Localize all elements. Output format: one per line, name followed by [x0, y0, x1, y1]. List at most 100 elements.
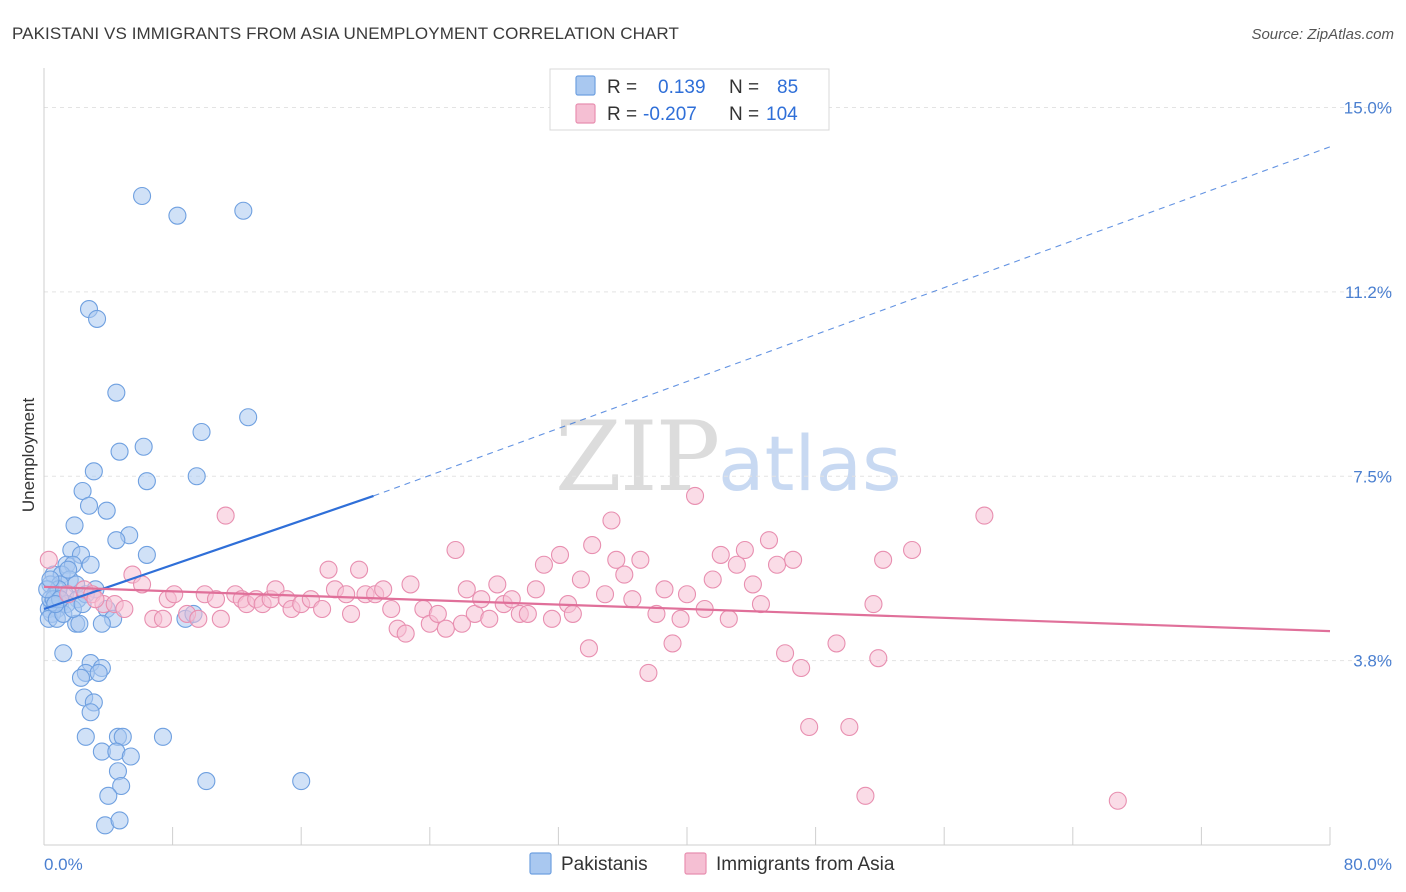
data-point	[79, 496, 99, 515]
data-point	[110, 811, 129, 830]
data-point	[374, 580, 393, 599]
y-tick-label: 3.8%	[1353, 652, 1392, 671]
data-point	[452, 614, 472, 633]
data-point	[192, 422, 211, 442]
legend-n-value-1: 85	[777, 77, 798, 98]
stats-legend-box	[549, 68, 830, 131]
data-point	[671, 609, 690, 628]
trend-line	[43, 585, 1331, 633]
data-point	[137, 472, 156, 491]
data-point	[382, 599, 401, 619]
y-axis-label: Unemployment	[19, 398, 38, 513]
data-point	[89, 663, 108, 682]
data-point	[76, 727, 95, 746]
data-point	[800, 717, 819, 737]
data-point	[869, 649, 888, 668]
legend-r-label-2: R =	[607, 104, 637, 125]
data-point	[1108, 791, 1127, 810]
legend-n-label-1: N =	[729, 77, 759, 98]
data-point	[211, 609, 230, 628]
bottom-legend-label-pakistanis: Pakistanis	[561, 854, 648, 875]
data-point	[711, 545, 730, 564]
data-point	[41, 570, 60, 589]
chart-source: Source: ZipAtlas.com	[1251, 26, 1394, 43]
data-point	[115, 599, 134, 619]
data-point	[655, 580, 674, 599]
data-point	[121, 747, 140, 766]
data-point	[792, 658, 811, 678]
data-point	[153, 727, 173, 746]
data-point	[350, 560, 369, 579]
watermark: ZIP atlas	[555, 401, 902, 513]
data-point	[92, 614, 111, 633]
data-point	[134, 437, 153, 456]
data-point	[84, 462, 103, 481]
data-point	[677, 585, 697, 604]
data-point	[579, 639, 598, 658]
data-point	[189, 609, 208, 628]
data-point	[59, 560, 78, 579]
data-point	[313, 599, 332, 619]
data-point	[54, 644, 73, 663]
bottom-legend-label-immigrants-from-asia: Immigrants from Asia	[716, 854, 895, 875]
data-point	[975, 506, 994, 525]
trend-line-extension	[373, 146, 1331, 497]
data-point	[571, 570, 590, 589]
data-point	[735, 540, 754, 560]
data-point	[595, 585, 615, 604]
data-point	[81, 555, 100, 574]
data-point	[216, 506, 235, 525]
data-point	[542, 609, 562, 628]
series-pakistanis	[38, 186, 311, 835]
legend-r-value-1: 0.139	[658, 77, 706, 98]
data-point	[133, 186, 152, 206]
data-point	[446, 540, 465, 560]
series-layer	[38, 146, 1331, 835]
series-legend: Pakistanis Immigrants from Asia	[529, 852, 895, 875]
x-tick-label-min: 0.0%	[44, 855, 83, 874]
data-point	[902, 540, 922, 560]
legend-r-label-1: R =	[607, 77, 637, 98]
data-point	[639, 663, 658, 682]
data-point	[602, 511, 621, 530]
data-point	[840, 717, 859, 737]
data-point	[727, 555, 746, 574]
data-point	[165, 585, 184, 604]
data-point	[401, 575, 420, 594]
data-point	[457, 580, 476, 599]
data-point	[856, 786, 875, 805]
x-tick-label-max: 80.0%	[1344, 855, 1392, 874]
data-point	[234, 201, 253, 220]
data-point	[153, 609, 173, 628]
series-immigrants-from-asia	[39, 486, 1127, 810]
data-point	[623, 590, 642, 609]
data-point	[319, 560, 338, 579]
data-point	[550, 545, 570, 564]
data-point	[239, 408, 258, 427]
data-point	[187, 467, 206, 486]
data-point	[472, 590, 491, 609]
data-point	[563, 604, 582, 623]
y-tick-label: 7.5%	[1353, 467, 1392, 486]
data-point	[647, 604, 666, 623]
axes	[43, 68, 1331, 846]
chart-title: PAKISTANI VS IMMIGRANTS FROM ASIA UNEMPL…	[12, 24, 679, 43]
data-point	[827, 634, 846, 653]
data-point	[526, 580, 545, 599]
data-point	[776, 644, 795, 663]
data-point	[436, 619, 455, 638]
trend-line	[43, 494, 374, 611]
data-point	[112, 776, 131, 796]
legend-r-value-2: -0.207	[643, 104, 697, 125]
data-point	[784, 550, 803, 569]
data-point	[108, 762, 127, 781]
data-point	[759, 531, 779, 550]
data-point	[874, 550, 893, 569]
data-point	[663, 634, 682, 653]
y-tick-labels: 3.8% 7.5% 11.2% 15.0%	[1344, 99, 1392, 671]
data-point	[583, 536, 602, 555]
data-point	[480, 609, 499, 628]
data-point	[631, 550, 650, 569]
data-point	[751, 595, 770, 614]
